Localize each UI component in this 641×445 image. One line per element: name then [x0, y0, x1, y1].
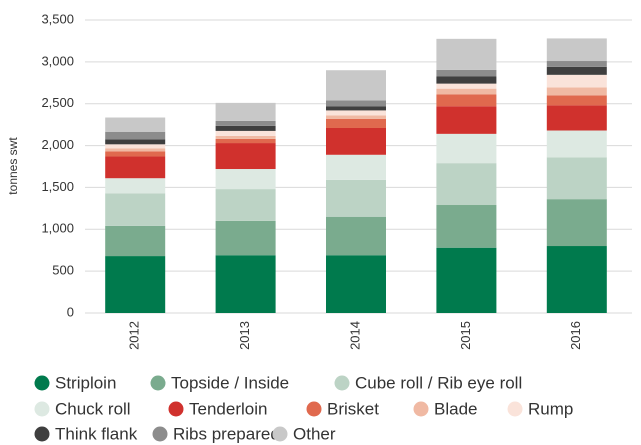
legend-marker [507, 401, 523, 417]
bar-segment [105, 193, 166, 226]
legend-marker [168, 401, 184, 417]
bar-segment [215, 169, 276, 190]
y-tick-label: 0 [67, 304, 74, 319]
legend-label: Ribs prepared [173, 424, 280, 443]
y-tick-label: 3,500 [41, 11, 74, 26]
bar-segment [105, 131, 166, 140]
legend-marker [306, 401, 322, 417]
bar-segment [436, 38, 497, 70]
bar-segment [436, 69, 497, 77]
bar-segment [215, 125, 276, 131]
bar-segment [105, 139, 166, 145]
bar-segment [105, 117, 166, 132]
bar-segment [546, 246, 607, 313]
bar-segment [546, 199, 607, 247]
bar-segment [215, 120, 276, 126]
bar-segment [215, 255, 276, 313]
bar-segment [105, 225, 166, 257]
legend-marker [152, 426, 168, 442]
bar-segment [326, 100, 386, 107]
bar-segment [326, 255, 386, 313]
bar-segment [215, 130, 276, 136]
bar-segment [326, 216, 386, 256]
bar-segment [436, 133, 497, 164]
bar-segment [215, 102, 276, 121]
bar-segment [215, 138, 276, 144]
bar-segment [546, 38, 607, 62]
legend-marker [150, 375, 166, 391]
bar-segment [105, 148, 166, 152]
y-tick-label: 500 [52, 263, 74, 278]
bar-segment [326, 154, 386, 180]
bar-segment [436, 205, 497, 248]
bar-segment [546, 95, 607, 106]
y-tick-label: 2,500 [41, 95, 74, 110]
bar-segment [215, 143, 276, 170]
y-tick-label: 3,000 [41, 53, 74, 68]
bar-segment [215, 220, 276, 256]
bar-segment [546, 87, 607, 96]
legend-label: Tenderloin [189, 399, 267, 418]
bar-segment [326, 110, 386, 116]
bar-segment [326, 127, 386, 155]
legend-marker [34, 401, 50, 417]
bar-segment [105, 151, 166, 157]
bar-segment [105, 144, 166, 149]
y-axis-label: tonnes swt [6, 137, 20, 195]
y-tick-label: 1,500 [41, 179, 74, 194]
bar-segment [436, 247, 497, 313]
x-tick-label: 2015 [458, 321, 473, 350]
bar-segment [546, 130, 607, 158]
bar-segment [326, 106, 386, 111]
legend-label: Blade [434, 399, 477, 418]
bar-segment [215, 135, 276, 139]
bar-segment [436, 106, 497, 134]
bar-segment [105, 256, 166, 313]
legend-marker [334, 375, 350, 391]
bar-segment [105, 156, 166, 179]
bar-segment [546, 157, 607, 200]
legend-label: Cube roll / Rib eye roll [355, 373, 522, 392]
legend-label: Topside / Inside [171, 373, 289, 392]
x-tick-label: 2012 [127, 321, 142, 350]
legend-marker [34, 375, 50, 391]
legend-marker [34, 426, 50, 442]
bar-segment [326, 70, 386, 101]
bar-segment [105, 178, 166, 194]
bar-segment [546, 74, 607, 88]
legend-label: Rump [528, 399, 573, 418]
legend-label: Striploin [55, 373, 116, 392]
bar-segment [326, 115, 386, 119]
legend-marker [413, 401, 429, 417]
bar-segment [215, 189, 276, 221]
y-tick-label: 2,000 [41, 137, 74, 152]
x-tick-label: 2016 [568, 321, 583, 350]
bar-segment [436, 163, 497, 206]
bar-segment [326, 179, 386, 217]
bar-segment [436, 76, 497, 84]
legend-label: Chuck roll [55, 399, 131, 418]
bar-segment [546, 105, 607, 131]
bar-segment [546, 61, 607, 67]
bar-segment [436, 88, 497, 95]
legend-label: Brisket [327, 399, 379, 418]
bar-segment [436, 83, 497, 89]
legend-marker [272, 426, 288, 442]
bar-segment [326, 118, 386, 128]
legend-label: Other [293, 424, 336, 443]
x-tick-label: 2014 [347, 321, 362, 350]
bar-segment [436, 94, 497, 107]
legend-label: Think flank [55, 424, 138, 443]
y-tick-label: 1,000 [41, 221, 74, 236]
bar-segment [546, 66, 607, 75]
x-tick-label: 2013 [237, 321, 252, 350]
